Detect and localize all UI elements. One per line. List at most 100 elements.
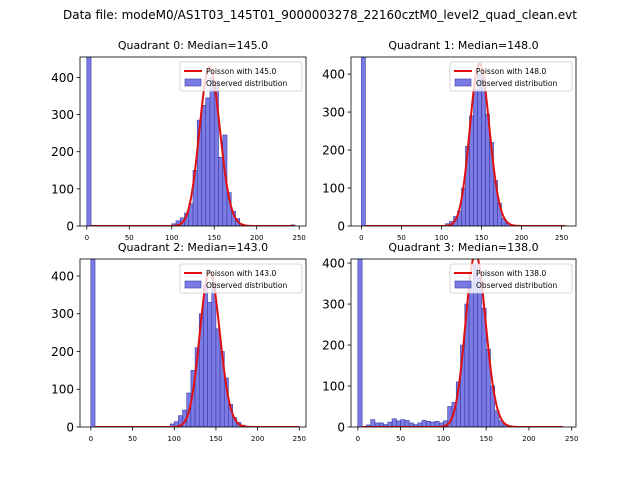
histogram-bar: [357, 259, 363, 427]
legend-observed-label: Observed distribution: [476, 79, 557, 88]
x-tick-label: 250: [293, 234, 306, 242]
legend-observed-label: Observed distribution: [476, 281, 557, 290]
x-tick-label: 150: [208, 234, 221, 242]
legend-box: [179, 61, 303, 92]
legend-box: [449, 263, 573, 294]
histogram-bar: [207, 302, 213, 427]
legend: Poisson with 138.0 Observed distribution: [449, 263, 573, 294]
histogram-bar: [361, 57, 366, 226]
quadrant-0-panel: 0 50 100 150 200 250 0 100 200 300 400 Quadrant 0: …: [51, 39, 307, 242]
y-tick-label: 400: [51, 71, 74, 85]
legend: Poisson with 145.0 Observed distribution: [179, 61, 303, 92]
y-tick-label: 100: [322, 182, 345, 196]
x-tick-label: 50: [125, 234, 134, 242]
poisson-curve: [95, 270, 300, 427]
x-tick-label: 0: [85, 234, 89, 242]
legend: Poisson with 148.0 Observed distribution: [449, 61, 573, 92]
histogram-bar: [218, 156, 224, 226]
y-tick-label: 400: [322, 68, 345, 82]
axes-frame: [79, 258, 307, 428]
x-tick-label: 50: [128, 435, 137, 443]
y-tick-label: 200: [322, 144, 345, 158]
quadrant-0-title: Quadrant 0: Median=145.0: [118, 39, 268, 52]
x-tick-label: 50: [397, 234, 406, 242]
x-tick-label: 0: [359, 234, 363, 242]
legend-box: [449, 61, 573, 92]
x-tick-label: 200: [250, 234, 263, 242]
y-tick-label: 100: [51, 182, 74, 196]
poisson-curve: [365, 62, 566, 226]
legend-bar-swatch: [454, 78, 472, 87]
histogram-bar: [468, 281, 474, 427]
y-tick-label: 100: [51, 383, 74, 397]
axes-frame: [350, 56, 577, 227]
y-tick-label: 0: [66, 220, 74, 234]
legend: Poisson with 143.0 Observed distribution: [179, 263, 303, 294]
histogram-bar: [370, 419, 376, 427]
y-tick-label: 0: [337, 421, 345, 435]
legend-poisson-label: Poisson with 143.0: [206, 269, 276, 278]
histogram-bar: [205, 97, 211, 226]
x-tick-label: 100: [437, 435, 450, 443]
x-tick-label: 50: [396, 435, 405, 443]
x-tick-label: 250: [555, 234, 568, 242]
histogram-bar: [209, 77, 215, 226]
y-tick-label: 100: [322, 380, 345, 394]
x-tick-label: 150: [479, 435, 492, 443]
y-tick-label: 200: [51, 345, 74, 359]
quadrant-3-title: Quadrant 3: Median=138.0: [388, 241, 538, 254]
histogram-bar: [211, 281, 217, 427]
x-tick-label: 150: [475, 234, 488, 242]
x-tick-label: 200: [251, 435, 264, 443]
x-tick-label: 100: [165, 234, 178, 242]
legend-observed-label: Observed distribution: [206, 79, 287, 88]
legend-poisson-label: Poisson with 138.0: [476, 269, 546, 278]
poisson-curve: [362, 259, 564, 427]
legend-bar-swatch: [454, 280, 472, 289]
poisson-curve: [91, 66, 295, 226]
quadrant-1-panel: 0 50 100 150 200 250 0 100 200 300 400 Quadrant 1: …: [322, 39, 577, 242]
y-tick-label: 400: [51, 269, 74, 283]
suptitle: Data file: modeM0/AS1T03_145T01_90000032…: [63, 8, 577, 22]
histogram-bar: [90, 259, 96, 427]
quadrant-2-panel: 0 50 100 150 200 250 0 100 200 300 400 Quadrant 2: …: [51, 241, 307, 443]
legend-bar-swatch: [184, 78, 202, 87]
x-tick-label: 200: [515, 234, 528, 242]
histogram-bar: [86, 57, 92, 226]
axes-frame: [79, 56, 307, 227]
y-tick-label: 0: [337, 220, 345, 234]
histogram-bar: [201, 104, 207, 226]
y-tick-label: 300: [51, 307, 74, 321]
quadrant-2-plot-area: [90, 259, 300, 427]
x-tick-label: 0: [89, 435, 93, 443]
y-tick-label: 300: [322, 106, 345, 120]
legend-observed-label: Observed distribution: [206, 281, 287, 290]
y-tick-label: 200: [51, 145, 74, 159]
y-tick-label: 200: [322, 339, 345, 353]
legend-poisson-label: Poisson with 145.0: [206, 67, 276, 76]
y-tick-label: 0: [66, 421, 74, 435]
quadrant-1-title: Quadrant 1: Median=148.0: [388, 39, 538, 52]
x-tick-label: 250: [565, 435, 578, 443]
legend-bar-swatch: [184, 280, 202, 289]
histogram-bar: [215, 328, 221, 427]
histogram-bar: [400, 419, 406, 427]
axes-frame: [350, 258, 577, 428]
histogram-bar: [481, 77, 486, 226]
quadrant-3-panel: 0 50 100 150 200 250 0 100 200 300 400 Quadrant 3: …: [322, 241, 578, 443]
legend-poisson-label: Poisson with 148.0: [476, 67, 546, 76]
y-tick-label: 300: [51, 108, 74, 122]
quadrant-1-plot-area: [361, 57, 566, 226]
y-tick-label: 300: [322, 298, 345, 312]
x-tick-label: 100: [168, 435, 181, 443]
quadrant-3-plot-area: [357, 259, 564, 427]
x-tick-label: 150: [209, 435, 222, 443]
y-tick-label: 400: [322, 257, 345, 271]
histogram-bar: [498, 420, 504, 427]
histogram-bar: [391, 418, 397, 427]
quadrant-2-title: Quadrant 2: Median=143.0: [118, 241, 268, 254]
x-tick-label: 250: [293, 435, 306, 443]
histogram-bar: [203, 285, 208, 427]
x-tick-label: 0: [356, 435, 360, 443]
